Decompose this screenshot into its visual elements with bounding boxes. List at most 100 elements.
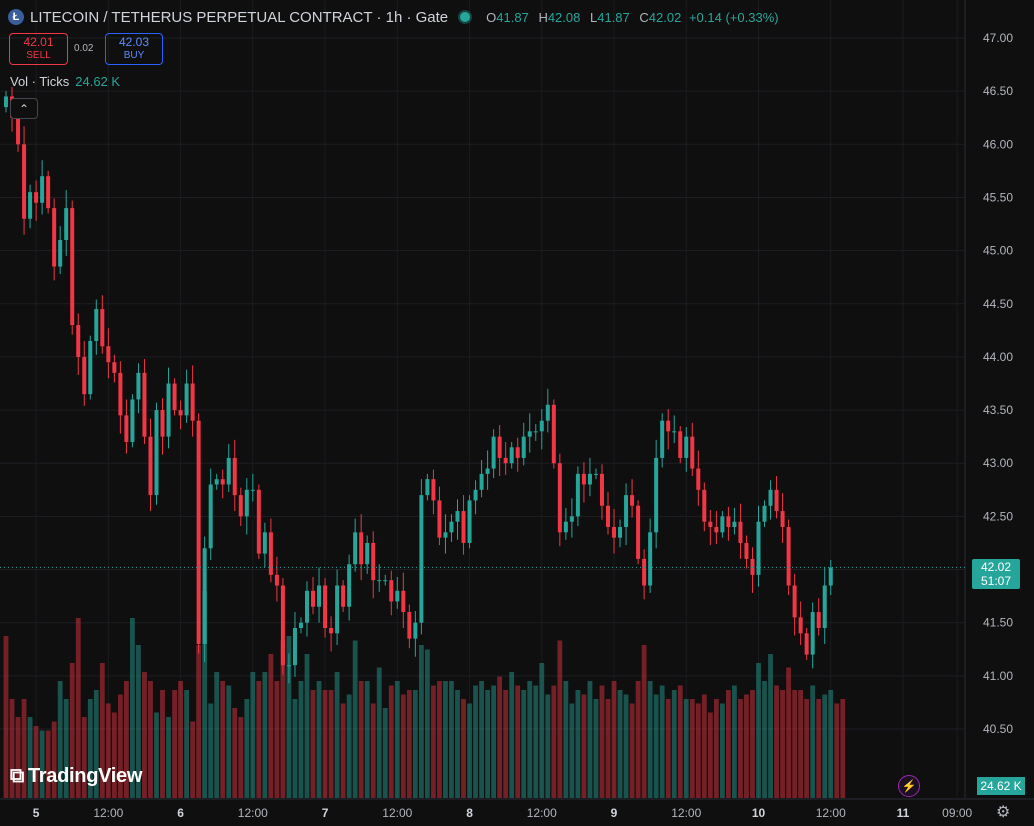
candle-body (22, 144, 27, 219)
volume-bar (713, 699, 719, 798)
volume-bar (653, 694, 659, 798)
symbol-legend[interactable]: Ł LITECOIN / TETHERUS PERPETUAL CONTRACT… (8, 6, 779, 28)
candle-body (94, 309, 99, 341)
volume-bar (406, 690, 412, 798)
volume-bar (130, 618, 135, 798)
candle-body (473, 489, 478, 501)
candle-body (648, 532, 653, 586)
volume-bar (792, 690, 798, 798)
candle-body (112, 362, 117, 373)
sell-button[interactable]: 42.01 SELL (9, 33, 68, 65)
y-axis-tick-label: 41.50 (983, 616, 1013, 630)
volume-bar (202, 591, 208, 798)
volume-bar (515, 685, 521, 798)
sell-price: 42.01 (23, 35, 54, 49)
volume-bar (15, 717, 21, 798)
volume-bar (635, 681, 641, 798)
candle-body (822, 585, 827, 629)
candle-body (383, 580, 388, 582)
lightning-icon[interactable]: ⚡ (898, 775, 920, 797)
candle-body (798, 617, 803, 634)
spread-value: 0.02 (74, 43, 94, 54)
high-value: 42.08 (547, 9, 581, 25)
collapse-legend-button[interactable]: ⌃ (10, 98, 38, 119)
candle-body (280, 585, 285, 666)
candle-body (154, 410, 159, 496)
volume-bar (412, 690, 418, 798)
volume-bar (804, 699, 810, 798)
symbol-title[interactable]: LITECOIN / TETHERUS PERPETUAL CONTRACT ·… (30, 8, 449, 26)
volume-bar (701, 694, 707, 798)
x-axis-tick-label: 10 (752, 806, 766, 820)
candle-body (88, 340, 93, 395)
candle-body (606, 505, 610, 528)
y-axis-tick-label: 42.50 (983, 509, 1013, 523)
candle-body (286, 665, 291, 667)
volume-bar (707, 712, 713, 798)
x-axis-tick-label: 12:00 (671, 806, 701, 820)
volume-bar (557, 640, 563, 798)
candle-body (587, 473, 592, 485)
volume-bar (587, 681, 593, 798)
volume-bar (581, 694, 587, 798)
volume-bar (124, 681, 129, 798)
volume-bar (57, 681, 63, 798)
candle-body (467, 500, 472, 543)
volume-bar (370, 703, 376, 798)
candle-body (720, 516, 725, 533)
candle-body (160, 410, 165, 437)
y-axis-tick-label: 44.00 (983, 350, 1013, 364)
candle-body (630, 495, 635, 506)
market-status-icon[interactable] (460, 12, 471, 22)
x-axis-tick-label: 12:00 (816, 806, 846, 820)
volume-bar (683, 699, 689, 798)
volume-bar (21, 699, 27, 798)
candle-body (190, 383, 195, 421)
volume-bar (286, 636, 292, 798)
candle-body (654, 457, 659, 533)
volume-bar (190, 721, 196, 798)
tradingview-mark-icon: ⧉ (10, 765, 24, 787)
candle-body (365, 542, 370, 565)
volume-bar (623, 694, 629, 798)
candle-body (58, 239, 63, 267)
settings-gear-icon[interactable]: ⚙ (996, 804, 1011, 821)
volume-bar (521, 690, 527, 798)
volume-legend[interactable]: Vol · Ticks 24.62 K (10, 74, 120, 89)
candle-body (250, 489, 255, 491)
candle-body (46, 176, 51, 209)
tradingview-logo[interactable]: ⧉ TradingView (10, 765, 142, 788)
candle-body (100, 309, 105, 347)
volume-bar (545, 694, 551, 798)
volume-bar (762, 681, 767, 798)
y-axis-tick-label: 45.50 (983, 190, 1013, 204)
volume-bar (382, 708, 388, 798)
volume-bar (154, 712, 159, 798)
candle-body (329, 628, 334, 634)
candle-body (810, 612, 815, 655)
x-axis-tick-label: 7 (322, 806, 329, 820)
volume-bar (461, 699, 466, 798)
volume-bar (677, 685, 683, 798)
volume-bar (105, 703, 111, 798)
candle-body (569, 516, 574, 522)
candle-body (341, 585, 346, 607)
candle-body (124, 415, 129, 442)
candle-body (196, 420, 201, 644)
candle-body (714, 527, 719, 533)
volume-bar (443, 681, 448, 798)
candle-body (64, 208, 69, 240)
volume-bar (262, 672, 268, 798)
volume-bar (449, 681, 454, 798)
volume-bar (244, 699, 250, 798)
buy-button[interactable]: 42.03 BUY (105, 33, 163, 65)
y-axis-tick-label: 45.00 (983, 244, 1013, 258)
volume-bar (340, 703, 346, 798)
last-volume-tag: 24.62 K (977, 777, 1025, 795)
candle-body (323, 585, 328, 629)
y-axis-tick-label: 43.50 (983, 403, 1013, 417)
candle-body (581, 473, 586, 485)
volume-bar (292, 699, 298, 798)
candle-body (262, 532, 267, 554)
